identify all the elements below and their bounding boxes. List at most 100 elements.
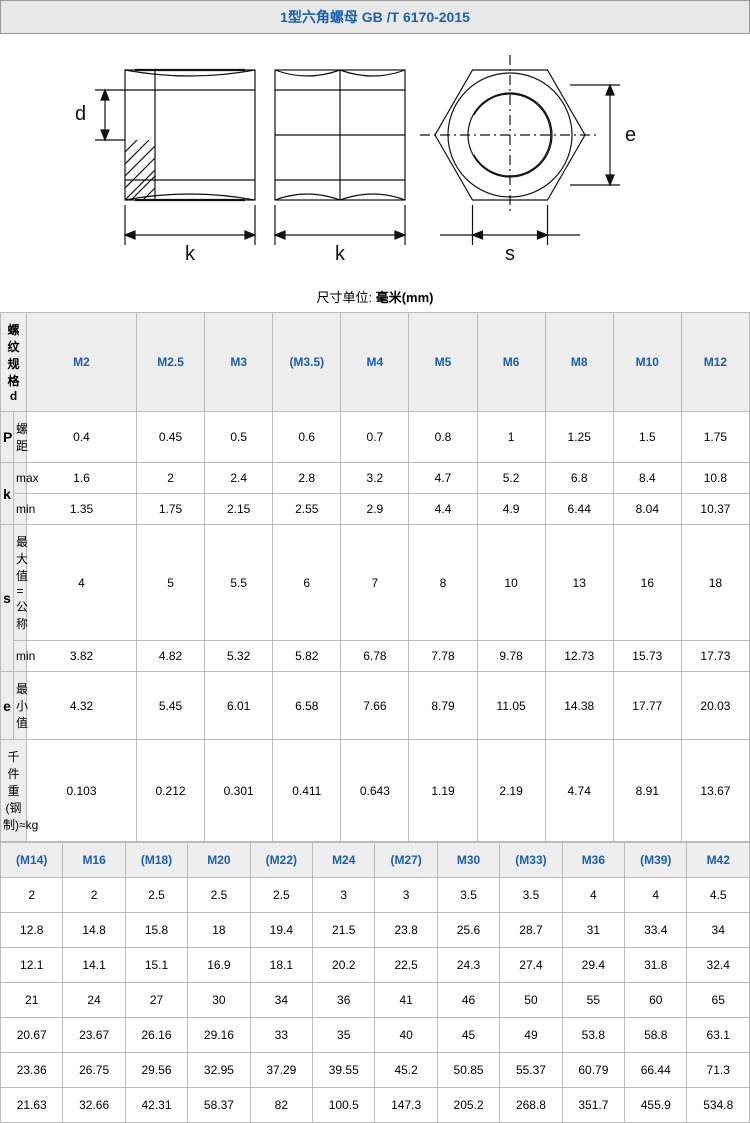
t1-size-header: M6 [477, 313, 545, 412]
t2-cell: 14.8 [63, 913, 125, 948]
t1-cell: 9.78 [477, 641, 545, 672]
technical-diagram: d k k e [0, 34, 750, 281]
t1-group-symbol: P [1, 412, 14, 463]
t1-cell: 12.73 [545, 641, 613, 672]
t1-cell: 4 [27, 525, 137, 641]
t2-size-header: (M18) [125, 843, 187, 878]
dim-e-label: e [625, 124, 636, 146]
t1-size-header: M5 [409, 313, 477, 412]
t2-size-header: (M33) [500, 843, 562, 878]
t1-cell: 4.4 [409, 494, 477, 525]
t2-cell: 27 [125, 983, 187, 1018]
unit-value: 毫米(mm) [376, 290, 434, 305]
t1-size-header: M3 [205, 313, 273, 412]
t1-cell: 0.45 [137, 412, 205, 463]
t1-size-header: M12 [681, 313, 749, 412]
t2-cell: 45.2 [375, 1053, 437, 1088]
t2-cell: 37.29 [250, 1053, 312, 1088]
t2-cell: 41 [375, 983, 437, 1018]
t1-row-label: 最大值=公称 [14, 525, 27, 641]
t2-cell: 60 [625, 983, 687, 1018]
t1-size-header: M2 [27, 313, 137, 412]
t2-cell: 55.37 [500, 1053, 562, 1088]
t2-cell: 71.3 [687, 1053, 750, 1088]
t2-cell: 40 [375, 1018, 437, 1053]
t2-cell: 46 [437, 983, 499, 1018]
t2-cell: 50.85 [437, 1053, 499, 1088]
t2-cell: 30 [188, 983, 250, 1018]
t2-size-header: (M14) [1, 843, 63, 878]
t1-cell: 2.55 [273, 494, 341, 525]
t1-cell: 5.45 [137, 672, 205, 740]
t1-cell: 15.73 [613, 641, 681, 672]
t2-cell: 455.9 [625, 1088, 687, 1123]
t1-cell: 13 [545, 525, 613, 641]
t2-cell: 29.4 [562, 948, 624, 983]
t2-size-header: (M22) [250, 843, 312, 878]
t2-size-header: M20 [188, 843, 250, 878]
t2-size-header: M16 [63, 843, 125, 878]
dim-k2-label: k [335, 243, 346, 265]
t1-cell: 13.67 [681, 740, 749, 842]
t2-cell: 24.3 [437, 948, 499, 983]
t2-cell: 14.1 [63, 948, 125, 983]
t1-cell: 18 [681, 525, 749, 641]
t2-cell: 205.2 [437, 1088, 499, 1123]
t1-cell: 20.03 [681, 672, 749, 740]
t2-cell: 28.7 [500, 913, 562, 948]
t1-cell: 1.25 [545, 412, 613, 463]
t2-cell: 4 [625, 878, 687, 913]
t1-cell: 0.8 [409, 412, 477, 463]
t1-group-symbol: k [1, 463, 14, 525]
t1-size-header: M10 [613, 313, 681, 412]
dim-s-label: s [505, 243, 515, 265]
t2-cell: 50 [500, 983, 562, 1018]
t1-cell: 5.32 [205, 641, 273, 672]
t2-cell: 32.66 [63, 1088, 125, 1123]
t2-cell: 12.8 [1, 913, 63, 948]
t2-cell: 23.8 [375, 913, 437, 948]
t1-cell: 2.4 [205, 463, 273, 494]
spec-table-1: 螺纹规格dM2M2.5M3(M3.5)M4M5M6M8M10M12P螺距0.40… [0, 312, 750, 842]
t1-cell: 6.78 [341, 641, 409, 672]
t1-row-label: 螺距 [14, 412, 27, 463]
t1-cell: 0.212 [137, 740, 205, 842]
t2-size-header: (M27) [375, 843, 437, 878]
t2-cell: 26.75 [63, 1053, 125, 1088]
t1-cell: 5.82 [273, 641, 341, 672]
t1-cell: 0.643 [341, 740, 409, 842]
t2-cell: 20.2 [313, 948, 375, 983]
t1-cell: 2.8 [273, 463, 341, 494]
t1-cell: 10.37 [681, 494, 749, 525]
t2-cell: 45 [437, 1018, 499, 1053]
t2-cell: 3.5 [437, 878, 499, 913]
t2-cell: 34 [687, 913, 750, 948]
t2-cell: 39.55 [313, 1053, 375, 1088]
t2-size-header: M24 [313, 843, 375, 878]
t1-cell: 7 [341, 525, 409, 641]
t2-cell: 19.4 [250, 913, 312, 948]
t2-cell: 33 [250, 1018, 312, 1053]
t1-cell: 8.4 [613, 463, 681, 494]
t2-cell: 20.67 [1, 1018, 63, 1053]
t1-cell: 1.75 [137, 494, 205, 525]
t2-cell: 4 [562, 878, 624, 913]
t2-cell: 58.37 [188, 1088, 250, 1123]
t2-cell: 21 [1, 983, 63, 1018]
t2-cell: 147.3 [375, 1088, 437, 1123]
t2-cell: 2.5 [125, 878, 187, 913]
t2-cell: 36 [313, 983, 375, 1018]
t2-size-header: M30 [437, 843, 499, 878]
t2-cell: 23.67 [63, 1018, 125, 1053]
t1-cell: 7.66 [341, 672, 409, 740]
t1-cell: 0.7 [341, 412, 409, 463]
t1-cell: 3.82 [27, 641, 137, 672]
t2-cell: 3 [313, 878, 375, 913]
t1-cell: 17.77 [613, 672, 681, 740]
t1-cell: 10.8 [681, 463, 749, 494]
t1-size-header: (M3.5) [273, 313, 341, 412]
t2-size-header: M36 [562, 843, 624, 878]
t2-cell: 16.9 [188, 948, 250, 983]
t1-size-header: M8 [545, 313, 613, 412]
t1-cell: 0.301 [205, 740, 273, 842]
